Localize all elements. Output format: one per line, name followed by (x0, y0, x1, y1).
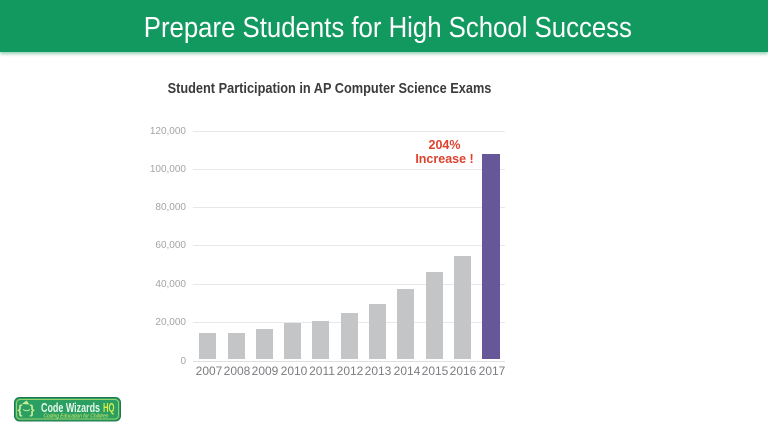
svg-text:Coding Education for Children: Coding Education for Children (44, 413, 109, 419)
svg-text:HQ: HQ (103, 401, 115, 415)
svg-text:{: { (18, 402, 23, 417)
svg-text:Code Wizards: Code Wizards (41, 401, 100, 415)
svg-text:}: } (30, 402, 35, 417)
